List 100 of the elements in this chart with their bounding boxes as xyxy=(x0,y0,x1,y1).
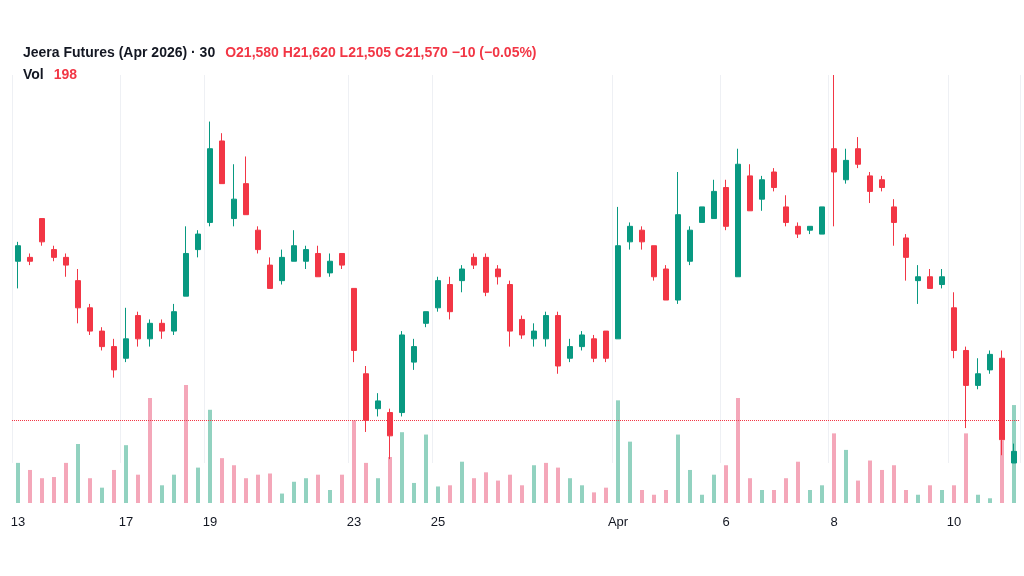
bar xyxy=(796,461,800,503)
candlestick xyxy=(519,315,525,340)
candlestick xyxy=(819,206,825,235)
bar xyxy=(460,461,464,503)
candlestick xyxy=(315,245,321,278)
candlestick xyxy=(627,221,633,251)
bar xyxy=(556,467,560,503)
chart-title: Jeera Futures (Apr 2026) · 30 xyxy=(23,44,216,60)
x-tick-label: 13 xyxy=(10,514,26,529)
bar xyxy=(868,460,872,503)
candlestick xyxy=(927,268,933,289)
candlestick xyxy=(615,206,621,340)
candlestick xyxy=(867,171,873,204)
bar xyxy=(232,465,236,503)
candlestick xyxy=(87,303,93,336)
candlestick xyxy=(723,179,729,231)
bar xyxy=(808,490,812,503)
candlestick xyxy=(783,194,789,227)
bar xyxy=(52,477,56,503)
bar xyxy=(472,478,476,503)
x-tick-label: 10 xyxy=(946,514,962,529)
candlestick xyxy=(807,225,813,235)
bar xyxy=(880,469,884,503)
candlestick xyxy=(279,249,285,286)
bar xyxy=(256,474,260,503)
candlestick xyxy=(543,311,549,348)
candlestick xyxy=(447,276,453,320)
bar xyxy=(940,490,944,503)
bar xyxy=(688,469,692,503)
candlestick xyxy=(183,225,189,297)
bar xyxy=(412,482,416,503)
candlestick xyxy=(843,148,849,185)
bar xyxy=(976,494,980,503)
candlestick xyxy=(795,221,801,239)
candlestick xyxy=(267,256,273,289)
candlestick xyxy=(483,252,489,297)
bar xyxy=(184,385,188,503)
bar xyxy=(448,485,452,503)
candlestick xyxy=(459,264,465,293)
candlestick xyxy=(255,225,261,254)
text: O21,580 H21,620 L21,505 C21,570 −10 (−0.05%) xyxy=(225,44,537,60)
candlestick xyxy=(639,225,645,251)
bar xyxy=(772,490,776,503)
bar xyxy=(292,481,296,503)
bar xyxy=(220,458,224,503)
bar xyxy=(664,490,668,503)
bar xyxy=(544,462,548,503)
candlestick xyxy=(39,218,45,247)
bar xyxy=(736,397,740,503)
bar xyxy=(376,478,380,503)
bar xyxy=(856,480,860,503)
bar xyxy=(16,462,20,503)
candlestick xyxy=(951,291,957,359)
bar xyxy=(88,478,92,503)
candlestick xyxy=(651,245,657,282)
bar xyxy=(28,469,32,503)
bar xyxy=(832,433,836,503)
candlestick xyxy=(159,318,165,340)
candlestick xyxy=(171,303,177,336)
bar xyxy=(568,478,572,503)
bar xyxy=(424,434,428,503)
candlestick xyxy=(75,268,81,324)
bar xyxy=(124,445,128,503)
candlestick xyxy=(735,148,741,278)
bar xyxy=(328,490,332,503)
bar xyxy=(616,400,620,503)
bar xyxy=(316,474,320,503)
candlestick xyxy=(291,229,297,262)
bar xyxy=(580,485,584,503)
bar xyxy=(760,490,764,503)
bar xyxy=(496,480,500,503)
candlestick xyxy=(531,322,537,348)
candlestick xyxy=(243,155,249,216)
candlestick xyxy=(903,233,909,282)
bar xyxy=(76,444,80,503)
candlestick xyxy=(711,179,717,220)
candlestick xyxy=(111,338,117,379)
x-tick-label: 19 xyxy=(202,514,218,529)
candlestick xyxy=(579,330,585,351)
bar xyxy=(100,487,104,503)
candlestick xyxy=(423,311,429,328)
bar xyxy=(484,472,488,503)
candlestick xyxy=(507,280,513,348)
bar xyxy=(112,469,116,503)
candlestick xyxy=(939,268,945,289)
bar xyxy=(844,449,848,503)
bar xyxy=(652,494,656,503)
candlestick xyxy=(699,206,705,223)
candlestick xyxy=(351,287,357,363)
bar xyxy=(820,485,824,503)
bar xyxy=(388,456,392,503)
bar xyxy=(604,487,608,503)
bar xyxy=(640,490,644,503)
bar xyxy=(964,433,968,503)
bar xyxy=(280,493,284,503)
candlestick xyxy=(411,338,417,371)
candlestick xyxy=(435,276,441,313)
bar xyxy=(952,485,956,503)
bar xyxy=(724,465,728,503)
bar xyxy=(676,434,680,503)
